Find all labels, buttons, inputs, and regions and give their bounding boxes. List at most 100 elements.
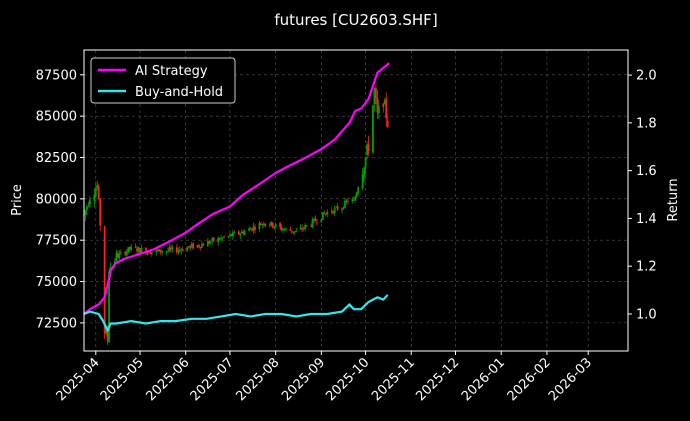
candle-body [292,231,295,233]
candle-body [167,250,169,252]
legend-box [90,57,236,104]
candle-body [364,157,367,169]
candle-body [118,253,121,259]
candle-body [237,231,240,235]
candle-body [94,188,97,197]
candle-body [274,224,277,228]
candle-body [168,247,171,251]
candle-body [383,100,386,105]
candle-body [177,250,180,253]
candle-body [209,241,212,243]
candle-body [155,250,158,253]
candle-body [366,144,368,155]
series-line-buy-hold [83,294,389,332]
candle-body [99,198,102,226]
x-tick-label: 2025-09 [279,355,328,404]
left-tick-label: 87500 [36,68,77,83]
candle-body [382,103,385,107]
candle-body [134,247,137,248]
candle-body [268,224,271,226]
price-candles [83,84,389,346]
candle-body [137,247,140,252]
candle-body [150,252,153,254]
candle-body [199,247,202,248]
legend: AI Strategy Buy-and-Hold [90,57,236,104]
candle-body [220,237,223,239]
return-lines [83,62,390,332]
x-tick-label: 2026-03 [546,355,595,404]
candle-body [206,241,209,247]
candle-body [136,248,138,252]
candle-body [187,246,190,248]
candle-body [273,226,276,229]
candle-body [367,144,370,152]
candle-body [313,218,315,221]
candle-body [196,245,199,248]
candle-body [229,234,231,236]
candle-body [149,253,152,254]
candle-body [146,251,149,255]
left-tick-label: 75000 [36,275,77,290]
candle-body [161,251,164,253]
candle-body [96,185,99,189]
candle-body [165,251,168,253]
x-tick-label: 2026-01 [459,355,508,404]
candle-body [97,186,100,200]
candle-body [271,222,274,228]
candle-body [211,238,214,241]
candle-body [178,249,181,251]
candle-body [108,271,110,343]
candle-body [170,247,172,250]
candle-body [125,251,128,256]
candle-body [239,233,242,236]
candle-body [105,330,108,335]
candle-body [93,194,96,201]
candle-body [254,227,256,230]
legend-label-buy-hold: Buy-and-Hold [135,85,223,100]
candle-body [171,247,174,250]
candle-body [190,244,193,247]
candle-body [376,97,379,113]
candle-body [189,246,192,249]
candle-body [373,89,376,105]
left-axis-label: Price [10,184,25,216]
candle-body [208,240,211,244]
candle-body [377,106,380,114]
candle-body [240,231,243,233]
right-tick-label: 1.4 [636,212,657,227]
x-tick-label: 2025-07 [188,355,237,404]
candle-body [346,200,349,202]
candle-body [117,253,119,258]
candle-body [159,249,162,253]
right-tick-label: 1.2 [636,260,657,275]
candle-body [231,232,234,237]
candle-body [212,237,215,242]
candle-body [357,187,360,194]
candle-body [280,227,283,231]
candle-body [260,224,262,226]
candle-body [175,247,178,253]
series-line-ai-strategy [83,62,390,315]
candle-body [336,206,339,210]
candle-body [375,87,377,99]
candle-body [305,225,308,227]
candle-body [186,247,189,252]
candle-body [130,246,133,250]
candle-body [139,248,141,253]
candle-body [264,223,267,227]
candle-body [87,205,90,207]
candle-body [372,105,374,153]
candle-body [227,235,230,237]
candle-body [202,244,205,246]
left-tick-label: 72500 [36,316,77,331]
right-tick-label: 1.0 [636,307,657,322]
candle-body [311,219,314,228]
candle-body [251,228,253,231]
candle-body [354,196,357,201]
candle-body [103,226,106,333]
candle-body [326,211,329,215]
plot-frame [83,49,629,352]
candle-body [385,98,388,119]
x-tick-label: 2025-04 [54,355,103,404]
candle-body [283,229,286,231]
